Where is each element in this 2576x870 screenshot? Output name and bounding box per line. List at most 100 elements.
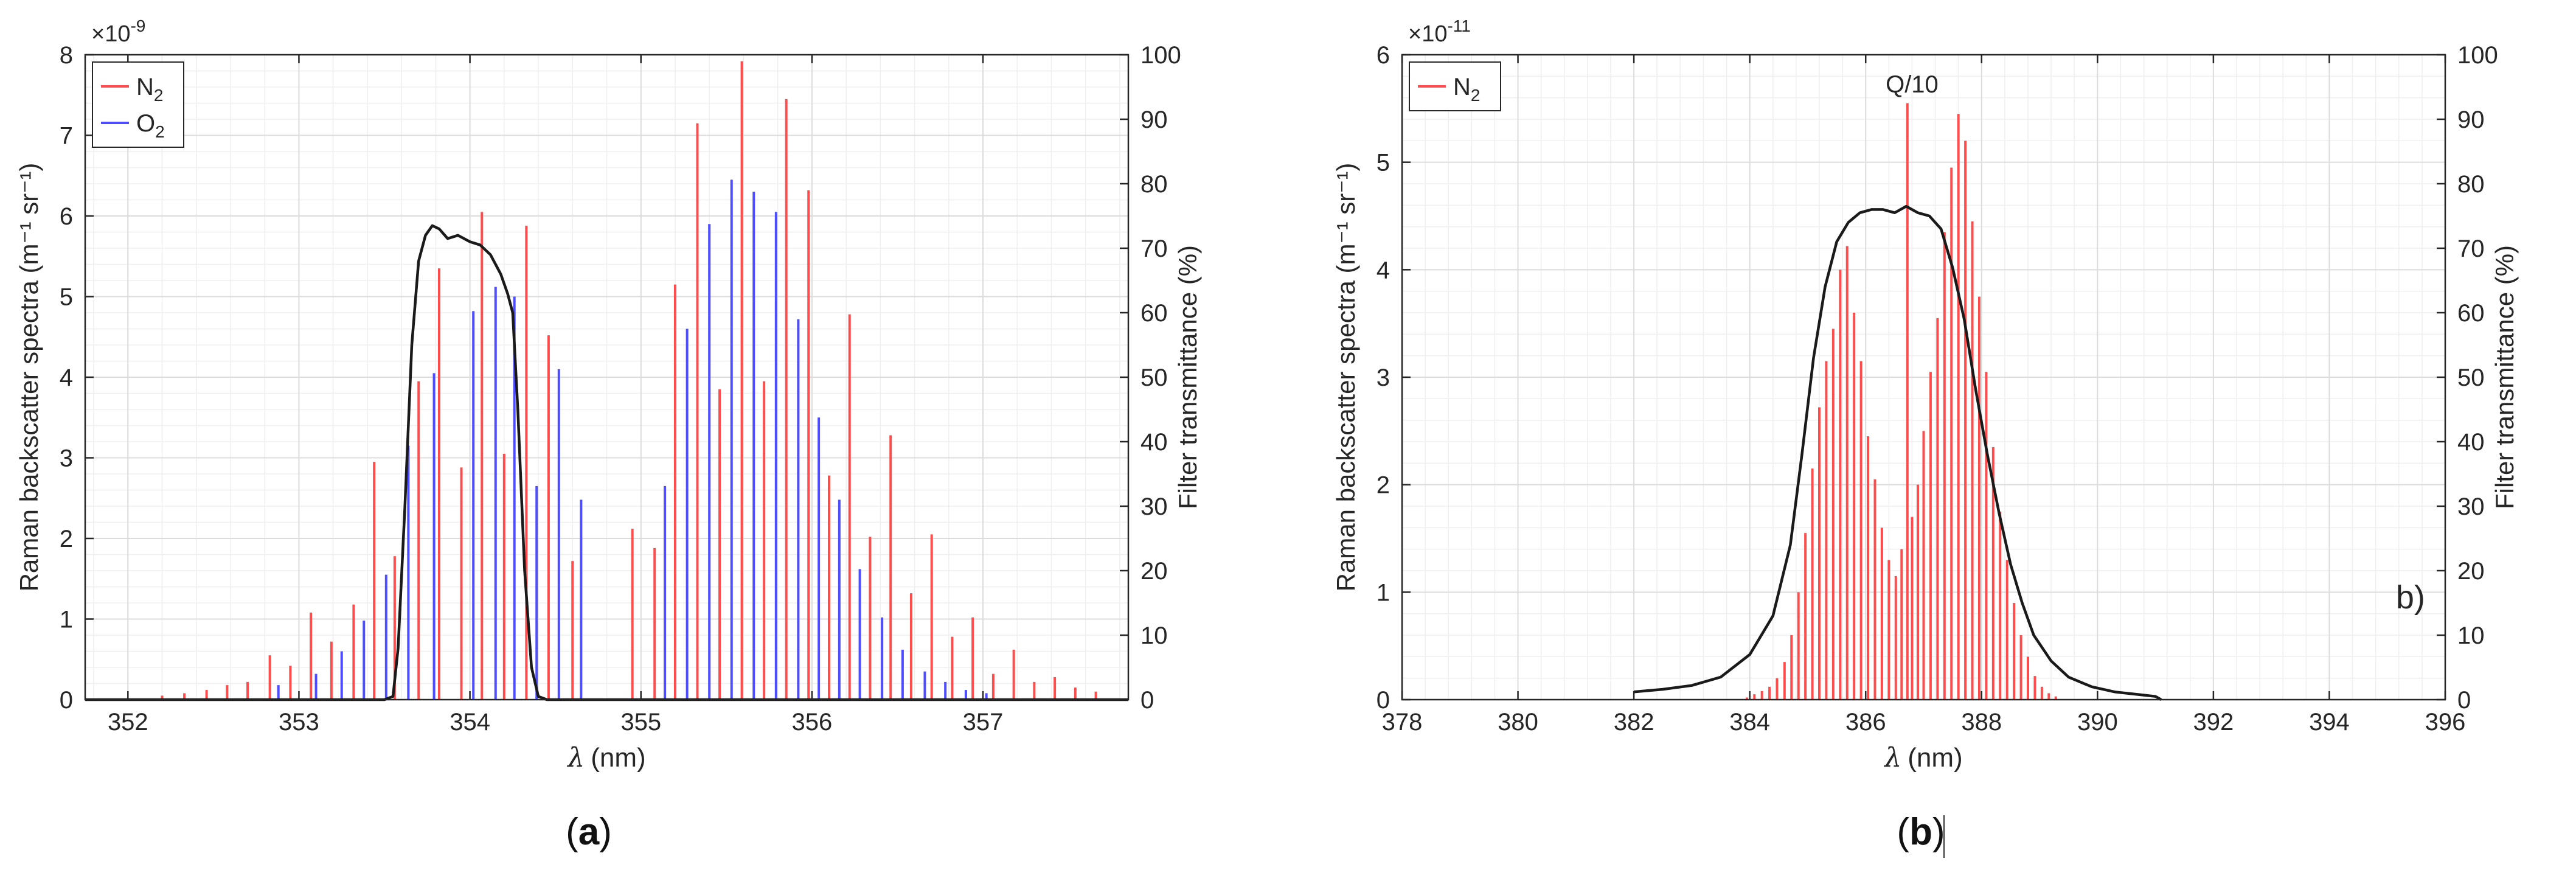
y-tick-label: 2 (1377, 472, 1390, 499)
caption-letter: a (578, 811, 600, 853)
y-tick-label: 1 (60, 607, 73, 633)
y2-tick-label: 10 (1140, 622, 1168, 649)
chart-panel-a: 352 353 354 355 356 3570123456780102030405060… (15, 16, 1202, 853)
caption-close: ) (1932, 811, 1945, 853)
y-tick-label: 7 (60, 123, 73, 150)
y-axis-label: Raman backscatter spectra (m⁻¹ sr⁻¹) (1331, 163, 1360, 592)
legend-label-sub: 2 (154, 86, 164, 105)
y2-tick-label: 50 (1140, 364, 1168, 391)
legend: N2 (1409, 61, 1501, 111)
x-tick-label: 386 (1845, 709, 1886, 736)
x-axis-unit: (nm) (1908, 743, 1962, 773)
panel-caption: (b) (1897, 811, 1945, 853)
exponent-base: ×10 (1408, 21, 1447, 47)
y-exponent-label: ×10-9 (91, 16, 145, 47)
legend-label-main: O (136, 110, 155, 137)
x-tick-label: 382 (1614, 709, 1654, 736)
transmittance-curve (85, 224, 1128, 701)
legend-label-main: N (1453, 74, 1471, 100)
chart-panel-b: 378 380 382 384 386 388 390 392 394 3960123456010… (1331, 16, 2519, 853)
y-tick-label: 6 (1377, 42, 1390, 69)
legend-label-sub: 2 (1471, 86, 1481, 105)
series-filter-transmittance (1633, 204, 2162, 701)
y-tick-label: 0 (60, 687, 73, 714)
x-tick-label: 355 (620, 709, 661, 736)
y2-tick-label: 80 (2457, 171, 2485, 198)
legend-label-sub: 2 (155, 122, 165, 141)
x-axis-symbol: λ (566, 742, 585, 773)
x-tick-label: 380 (1498, 709, 1538, 736)
x-tick-label: 353 (279, 709, 319, 736)
y-tick-label: 4 (1377, 257, 1390, 284)
legend-label: N2 (1453, 74, 1480, 105)
y2-tick-label: 60 (1140, 300, 1168, 327)
y2-tick-label: 10 (2457, 622, 2485, 649)
caption-open: ( (1897, 811, 1909, 853)
y-tick-label: 2 (60, 526, 73, 552)
x-axis-label: λ (nm) (566, 742, 645, 773)
y2-axis-label: Filter transmittance (%) (1173, 245, 1202, 509)
y2-tick-label: 30 (2457, 493, 2485, 520)
y2-tick-label: 0 (2457, 687, 2471, 714)
y-tick-label: 3 (1377, 364, 1390, 391)
q-branch-annotation: Q/10 (1886, 71, 1939, 98)
panel-caption: (a) (566, 811, 612, 853)
grid (85, 54, 1128, 700)
exponent-power: -11 (1447, 16, 1470, 35)
series-o2 (277, 179, 988, 700)
x-tick-label: 392 (2193, 709, 2234, 736)
exponent-power: -9 (130, 16, 145, 35)
series-filter-transmittance (85, 224, 1128, 701)
x-tick-label: 388 (1961, 709, 2002, 736)
x-tick-label: 354 (450, 709, 490, 736)
x-axis-symbol: λ (1883, 742, 1901, 773)
y2-tick-label: 20 (2457, 558, 2485, 585)
x-axis-label: λ (nm) (1883, 742, 1962, 773)
y2-tick-label: 60 (2457, 300, 2485, 327)
x-tick-label: 356 (792, 709, 833, 736)
x-tick-label: 394 (2309, 709, 2350, 736)
legend-label: N2 (136, 74, 163, 105)
y2-tick-label: 40 (2457, 429, 2485, 456)
y2-axis-label: Filter transmittance (%) (2490, 245, 2519, 509)
y2-tick-label: 90 (1140, 106, 1168, 133)
legend-label: O2 (136, 110, 165, 141)
exponent-base: ×10 (91, 21, 130, 47)
x-axis-unit: (nm) (591, 743, 645, 773)
y2-tick-label: 80 (1140, 171, 1168, 198)
y2-tick-label: 100 (2457, 42, 2498, 69)
y2-tick-label: 90 (2457, 106, 2485, 133)
y2-tick-label: 70 (1140, 235, 1168, 262)
caption-close: ) (599, 811, 612, 853)
x-tick-label: 390 (2077, 709, 2118, 736)
y-axis-label: Raman backscatter spectra (m⁻¹ sr⁻¹) (15, 163, 43, 592)
y-tick-label: 8 (60, 42, 73, 69)
y-tick-label: 5 (60, 284, 73, 311)
x-tick-label: 384 (1729, 709, 1770, 736)
y-exponent-label: ×10-11 (1408, 16, 1471, 47)
y2-tick-label: 50 (2457, 364, 2485, 391)
y-tick-label: 3 (60, 445, 73, 472)
caption-open: ( (566, 811, 578, 853)
y2-tick-label: 30 (1140, 493, 1168, 520)
y2-tick-label: 70 (2457, 235, 2485, 262)
y-tick-label: 5 (1377, 150, 1390, 176)
x-tick-label: 357 (963, 709, 1004, 736)
y-tick-label: 1 (1377, 579, 1390, 606)
y2-tick-label: 100 (1140, 42, 1181, 69)
panel-inline-label: b) (2396, 579, 2425, 616)
y2-tick-label: 0 (1140, 687, 1154, 714)
legend-box (92, 61, 184, 148)
legend-label-main: N (136, 74, 154, 100)
y2-tick-label: 20 (1140, 558, 1168, 585)
legend-box (1409, 61, 1501, 111)
x-tick-label: 396 (2425, 709, 2466, 736)
y-tick-label: 4 (60, 364, 73, 391)
transmittance-curve (1633, 204, 2162, 701)
y-tick-label: 0 (1377, 687, 1390, 714)
caption-letter: b (1909, 811, 1932, 853)
y-tick-label: 6 (60, 203, 73, 230)
series-n2 (161, 61, 1097, 700)
